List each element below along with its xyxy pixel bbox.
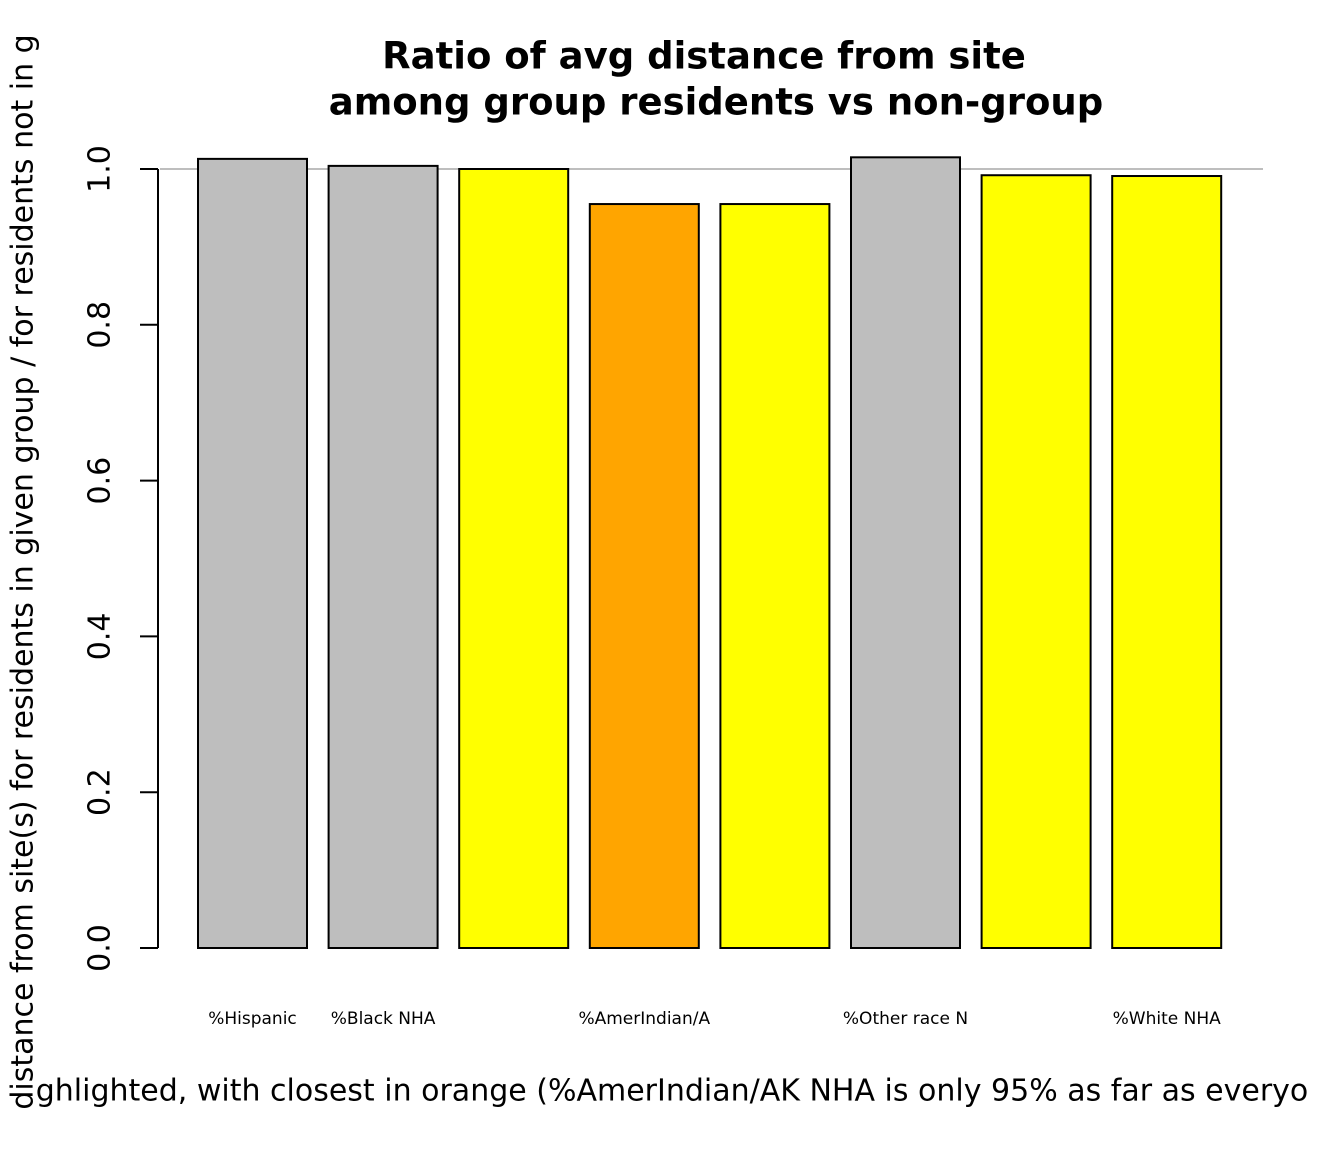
bar [327, 164, 439, 950]
x-tick-label: %White NHA [1113, 1009, 1221, 1029]
x-tick-label: %AmerIndian/A [578, 1009, 710, 1029]
y-tick-label: 0.4 [83, 613, 118, 661]
bar [719, 203, 831, 949]
y-tick-label: 1.0 [83, 145, 118, 193]
x-tick-label: %Black NHA [331, 1009, 436, 1029]
x-axis-label: ghlighted, with closest in orange (%Amer… [36, 1074, 1309, 1109]
y-tick-label: 0.0 [83, 924, 118, 972]
x-tick-label: %Hispanic [208, 1009, 297, 1029]
chart-title: Ratio of avg distance from site [382, 35, 1026, 78]
bar [458, 168, 570, 949]
chart-title: among group residents vs non-group [329, 81, 1104, 124]
bar [197, 157, 308, 950]
y-tick-label: 0.2 [83, 768, 118, 816]
bar [1111, 175, 1223, 950]
bar [850, 156, 961, 949]
bar [980, 174, 1092, 949]
y-axis-label: distance from site(s) for residents in g… [6, 34, 41, 1109]
x-tick-label: %Other race N [843, 1009, 968, 1029]
bar [588, 203, 700, 949]
y-tick-label: 0.6 [83, 457, 118, 505]
y-tick-label: 0.8 [83, 301, 118, 349]
